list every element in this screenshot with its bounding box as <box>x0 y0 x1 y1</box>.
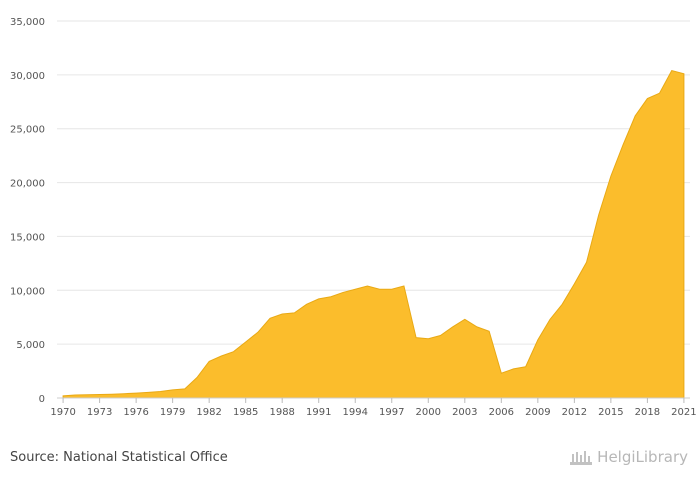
x-axis-labels: 1970 1973 1976 1979 1982 1985 1988 1991 1994 1997… <box>50 407 696 418</box>
x-tick-label: 2009 <box>525 407 550 418</box>
x-tick-label: 1985 <box>233 407 258 418</box>
y-tick-label: 35,000 <box>10 17 45 28</box>
x-tick-label: 1982 <box>196 407 221 418</box>
y-tick-label: 25,000 <box>10 125 45 136</box>
x-tick-label: 1994 <box>343 407 368 418</box>
library-building-icon <box>570 451 593 465</box>
y-tick-label: 20,000 <box>10 179 45 190</box>
y-tick-label: 10,000 <box>10 286 45 297</box>
y-tick-label: 15,000 <box>10 232 45 243</box>
brand-name: HelgiLibrary <box>597 448 688 466</box>
y-axis-labels: 0 5,000 10,000 15,000 20,000 25,000 30,000 35,0… <box>10 17 45 405</box>
x-tick-label: 2000 <box>416 407 441 418</box>
x-tick-label: 1973 <box>87 407 112 418</box>
helgilibrary-logo[interactable]: HelgiLibrary <box>569 448 688 466</box>
x-tick-label: 2021 <box>671 407 696 418</box>
x-axis-ticks <box>62 398 685 403</box>
x-tick-label: 1988 <box>269 407 294 418</box>
x-tick-label: 1997 <box>379 407 404 418</box>
x-tick-label: 2018 <box>635 407 660 418</box>
x-tick-label: 2015 <box>598 407 623 418</box>
area-chart: 0 5,000 10,000 15,000 20,000 25,000 30,000 35,0… <box>10 17 697 418</box>
y-tick-label: 0 <box>39 394 45 405</box>
x-tick-label: 1979 <box>160 407 185 418</box>
y-tick-label: 30,000 <box>10 71 45 82</box>
source-note: Source: National Statistical Office <box>10 450 228 465</box>
x-tick-label: 2006 <box>489 407 514 418</box>
x-tick-label: 2003 <box>452 407 477 418</box>
y-tick-label: 5,000 <box>16 340 45 351</box>
x-tick-label: 1991 <box>306 407 331 418</box>
x-tick-label: 1976 <box>123 407 148 418</box>
gridlines <box>57 20 690 345</box>
x-tick-label: 2012 <box>562 407 587 418</box>
area-series <box>62 69 685 399</box>
x-tick-label: 1970 <box>50 407 75 418</box>
